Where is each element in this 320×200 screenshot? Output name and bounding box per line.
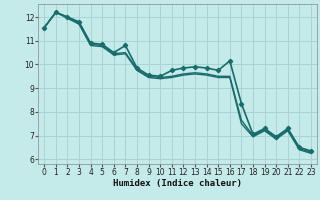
X-axis label: Humidex (Indice chaleur): Humidex (Indice chaleur): [113, 179, 242, 188]
